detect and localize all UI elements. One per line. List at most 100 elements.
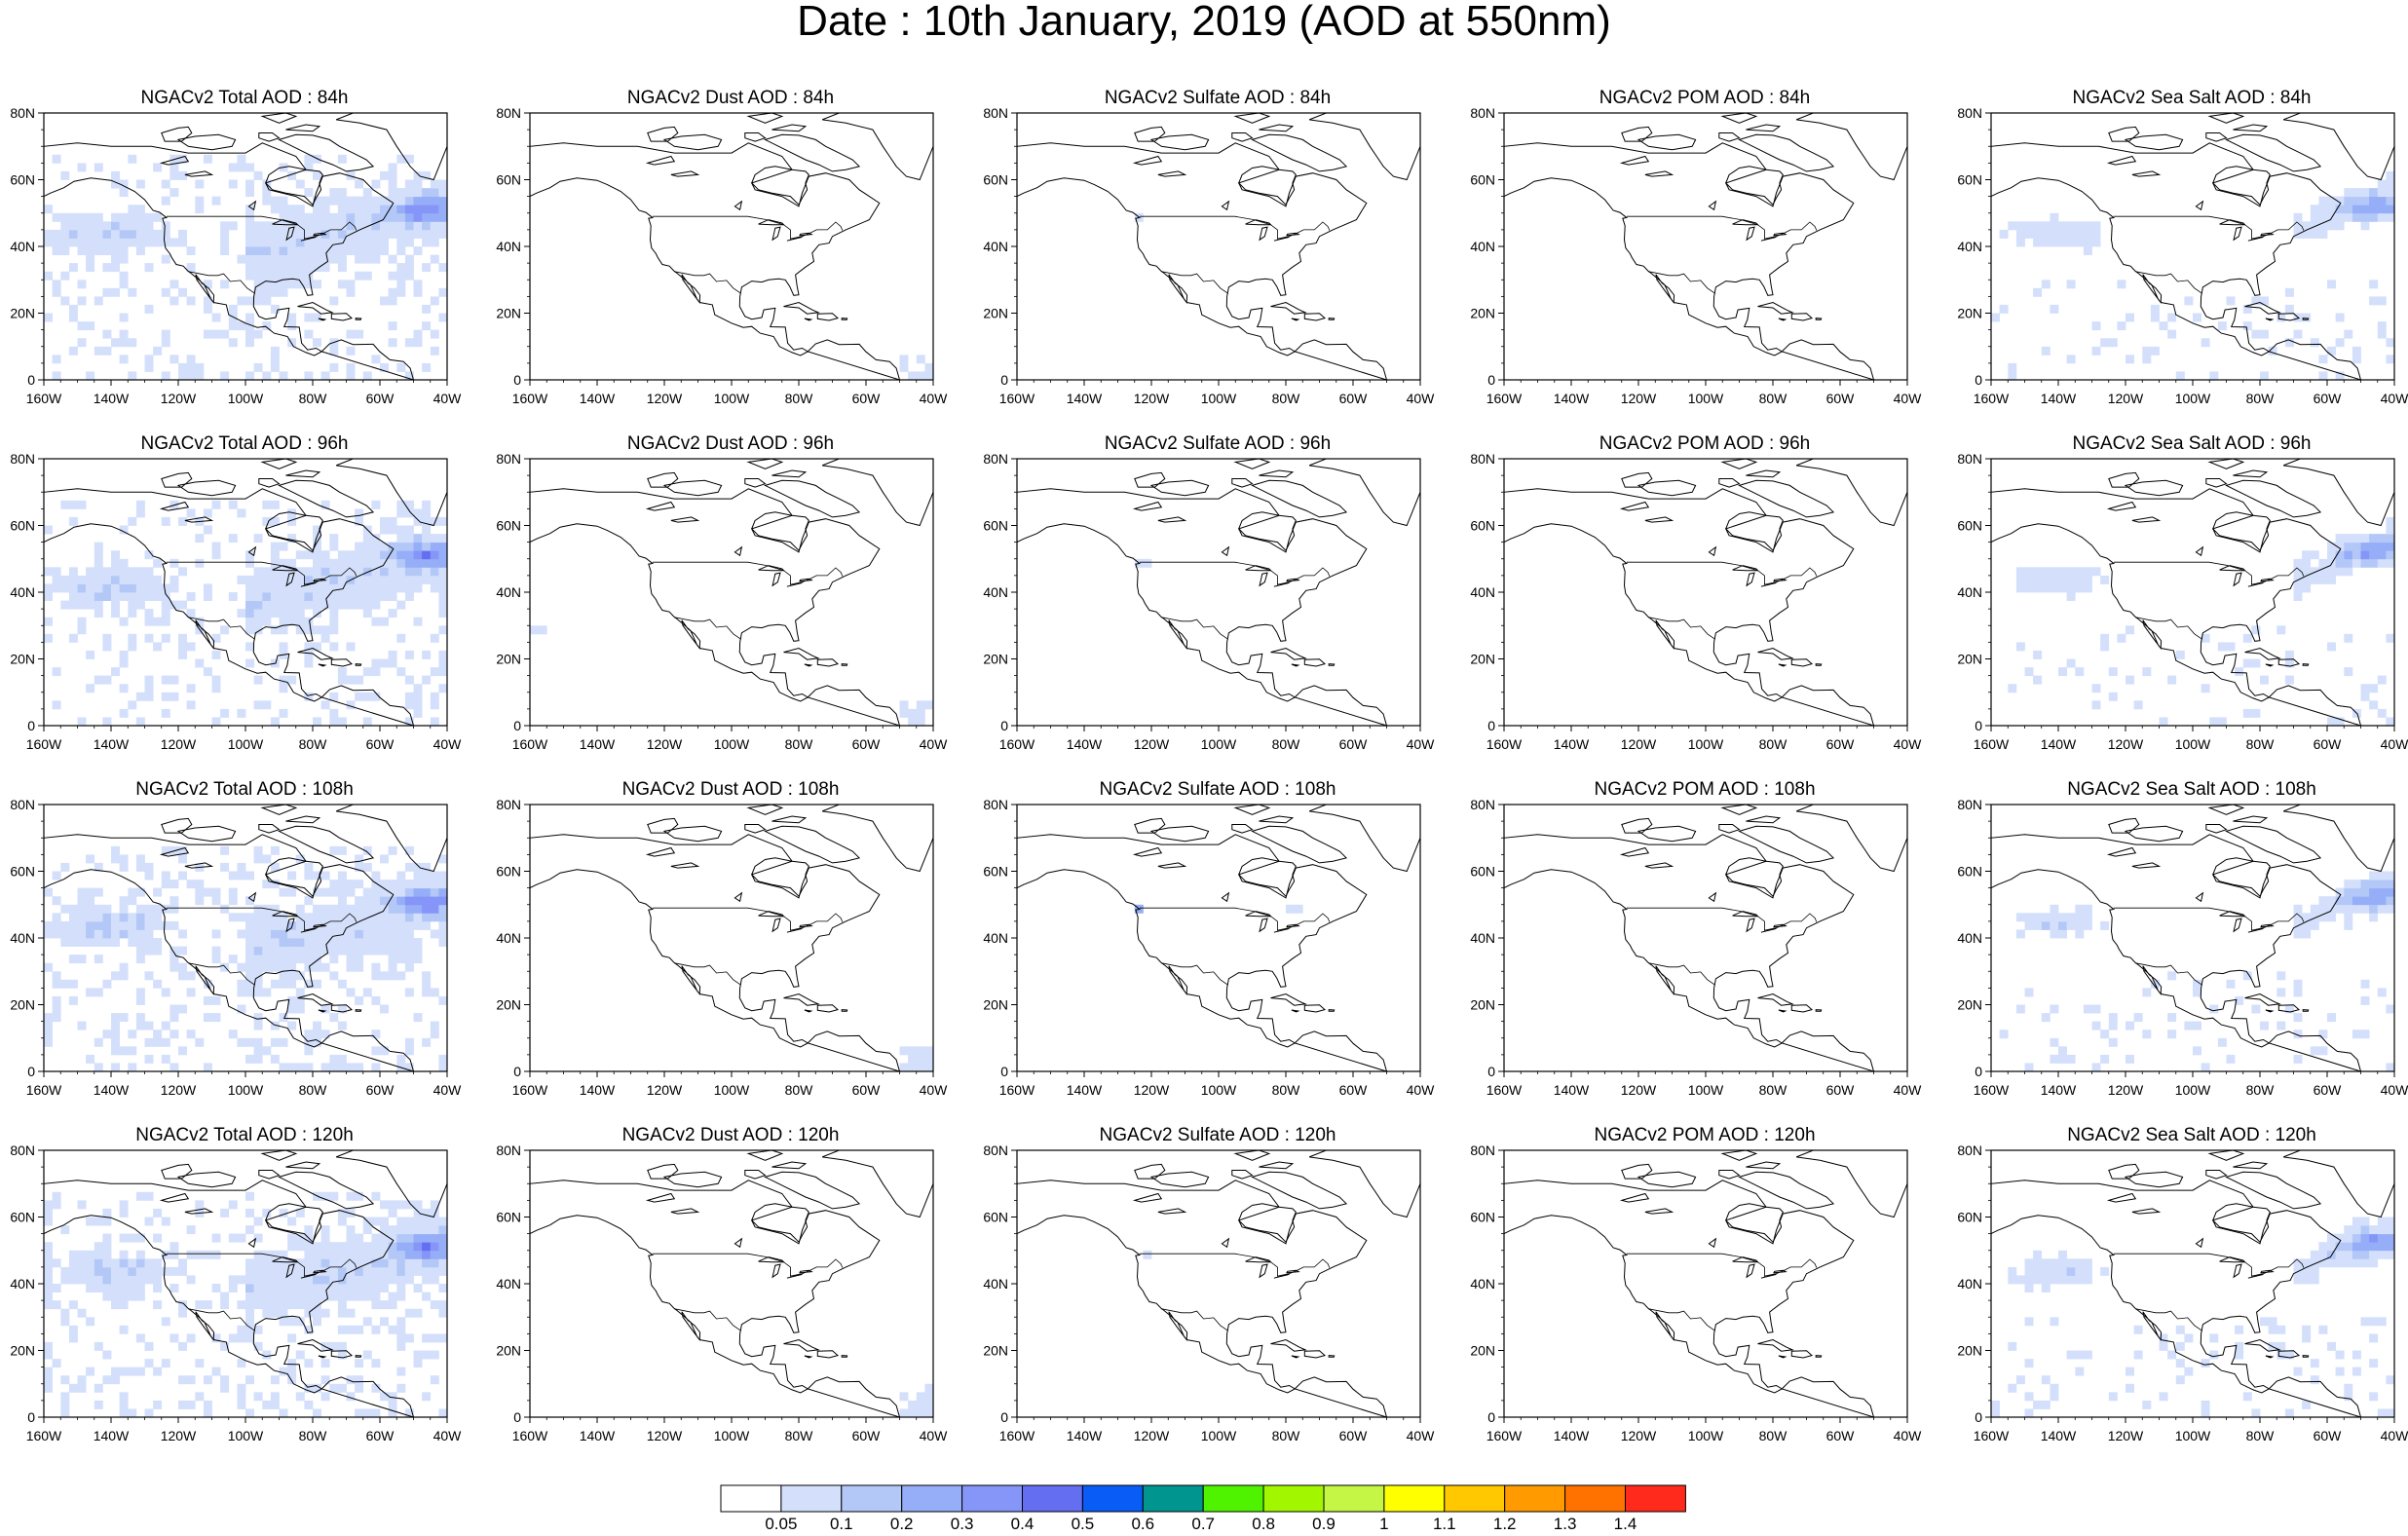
aod-cell bbox=[245, 1266, 254, 1276]
aod-cell bbox=[2091, 1063, 2101, 1072]
aod-cell bbox=[2360, 904, 2370, 914]
aod-cell bbox=[135, 920, 145, 930]
aod-cell bbox=[337, 904, 347, 914]
aod-cell bbox=[195, 1250, 205, 1259]
aod-cell bbox=[253, 920, 263, 930]
aod-cell bbox=[430, 346, 439, 356]
aod-cell bbox=[346, 642, 356, 652]
aod-cell bbox=[438, 179, 448, 189]
aod-cell bbox=[320, 1308, 330, 1318]
aod-cell bbox=[371, 1325, 381, 1334]
aod-cell bbox=[253, 675, 263, 685]
aod-cell bbox=[313, 717, 321, 727]
us-mexico-border bbox=[187, 962, 255, 986]
aod-cell bbox=[2352, 1350, 2361, 1360]
aod-cell bbox=[329, 1013, 339, 1023]
aod-cell bbox=[128, 1367, 137, 1376]
aod-cell bbox=[388, 271, 397, 281]
colorbar-label: 0.8 bbox=[1252, 1515, 1275, 1531]
aod-cell bbox=[346, 887, 356, 897]
y-tick-label: 20N bbox=[1957, 652, 1982, 667]
aod-cell bbox=[355, 862, 364, 872]
aod-cell bbox=[245, 371, 254, 381]
aod-cell bbox=[102, 287, 112, 297]
aod-cell bbox=[270, 717, 280, 727]
map-background bbox=[1017, 1150, 1420, 1417]
aod-cell bbox=[111, 550, 120, 560]
aod-cell bbox=[388, 896, 397, 906]
aod-cell bbox=[404, 700, 414, 710]
aod-cell bbox=[111, 1275, 120, 1285]
aod-cell bbox=[313, 904, 321, 914]
aod-cell bbox=[404, 583, 414, 593]
aod-cell bbox=[371, 1275, 381, 1285]
aod-cell bbox=[362, 534, 372, 543]
us-canada-border bbox=[1626, 1253, 1818, 1277]
aod-cell bbox=[111, 854, 120, 864]
aod-cell bbox=[220, 862, 230, 872]
y-tick-label: 20N bbox=[1470, 997, 1495, 1013]
panel-grid: 160W 140W 120W 100W 80W 60W 40W 0 20N 40N 60N 80N NG… bbox=[10, 88, 2408, 1443]
aod-cell bbox=[86, 684, 95, 693]
lake-outline bbox=[247, 1237, 257, 1249]
aod-cell bbox=[2075, 929, 2085, 939]
aod-cell bbox=[203, 1250, 212, 1259]
aod-cell bbox=[253, 271, 263, 281]
aod-cell bbox=[320, 500, 330, 509]
aod-cell bbox=[2033, 238, 2043, 247]
aod-cell bbox=[2050, 1054, 2059, 1064]
aod-cell bbox=[2360, 995, 2370, 1005]
aod-cell bbox=[2201, 684, 2210, 693]
aod-cell bbox=[94, 1266, 103, 1276]
aod-cell bbox=[60, 600, 70, 610]
aod-cell bbox=[404, 534, 414, 543]
aod-cell bbox=[304, 625, 314, 635]
aod-cell bbox=[270, 880, 280, 889]
aod-cell bbox=[362, 1225, 372, 1235]
aod-cell bbox=[161, 675, 170, 685]
aod-cell bbox=[161, 371, 170, 381]
aod-cell bbox=[220, 371, 230, 381]
aod-cell bbox=[135, 567, 145, 577]
island-outline bbox=[176, 825, 237, 843]
aod-cell bbox=[253, 221, 263, 231]
island-outline bbox=[297, 993, 334, 1006]
aod-cell bbox=[279, 887, 288, 897]
aod-cell bbox=[2167, 329, 2177, 339]
aod-cell bbox=[119, 238, 129, 247]
aod-cell bbox=[304, 575, 314, 584]
x-tick-label: 40W bbox=[433, 1428, 463, 1443]
aod-cell bbox=[346, 196, 356, 206]
aod-cell bbox=[237, 979, 246, 989]
x-tick-label: 160W bbox=[999, 736, 1035, 752]
x-tick-label: 140W bbox=[580, 391, 616, 406]
aod-cell bbox=[237, 1037, 246, 1047]
aod-cell bbox=[438, 871, 448, 880]
us-mexico-border bbox=[1647, 962, 1715, 986]
aod-cell bbox=[60, 1275, 70, 1285]
aod-cell bbox=[279, 1275, 288, 1285]
aod-cell bbox=[413, 287, 423, 297]
aod-cell bbox=[279, 246, 288, 255]
y-tick-label: 20N bbox=[983, 1343, 1008, 1359]
aod-cell bbox=[2377, 880, 2387, 889]
island-outline bbox=[2225, 1171, 2322, 1210]
aod-cell bbox=[245, 658, 254, 668]
aod-cell bbox=[77, 1250, 87, 1259]
aod-cell bbox=[86, 1367, 95, 1376]
aod-cell bbox=[2386, 212, 2395, 222]
aod-cell bbox=[52, 1013, 61, 1023]
aod-cell bbox=[68, 592, 78, 601]
aod-cell bbox=[1143, 558, 1152, 568]
aod-cell bbox=[2377, 188, 2387, 198]
aod-cell bbox=[346, 221, 356, 231]
island-outline bbox=[764, 1171, 861, 1210]
aod-cell bbox=[2310, 1359, 2319, 1368]
aod-cell bbox=[430, 700, 439, 710]
aod-cell bbox=[119, 929, 129, 939]
y-tick-label: 60N bbox=[1957, 172, 1982, 188]
y-tick-label: 80N bbox=[10, 1143, 35, 1158]
